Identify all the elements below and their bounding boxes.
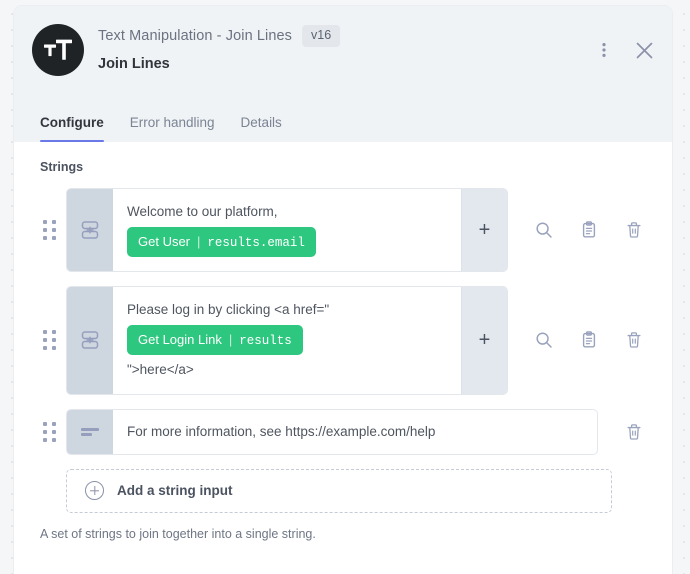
- row-actions: [508, 286, 654, 394]
- ndv-title-block: Text Manipulation - Join Lines v16 Join …: [98, 22, 341, 72]
- table-row: For more information, see https://exampl…: [32, 408, 654, 455]
- chip-node-label: Get User: [138, 234, 191, 250]
- value-text-segment: ">here</a>: [127, 362, 194, 378]
- resolved-expression-chip[interactable]: Get User | results.email: [127, 227, 316, 258]
- trash-icon[interactable]: [622, 420, 646, 444]
- row-actions: [598, 409, 654, 455]
- ndv-header-actions: [592, 38, 656, 62]
- drag-handle-icon[interactable]: [32, 286, 66, 394]
- ndv-tabs: Configure Error handling Details: [40, 115, 282, 142]
- text-manipulation-logo-icon: [32, 24, 84, 76]
- resolved-expression-chip[interactable]: Get Login Link | results: [127, 325, 303, 356]
- string-value-content[interactable]: Welcome to our platform, Get User | resu…: [113, 189, 461, 271]
- more-vertical-icon[interactable]: [592, 38, 616, 62]
- search-icon[interactable]: [532, 218, 556, 242]
- trash-icon[interactable]: [622, 328, 646, 352]
- string-input-field[interactable]: For more information, see https://exampl…: [66, 408, 598, 455]
- drag-handle-icon[interactable]: [32, 188, 66, 272]
- value-text-segment: For more information, see https://exampl…: [127, 423, 436, 439]
- ndv-panel: Text Manipulation - Join Lines v16 Join …: [14, 6, 672, 574]
- clipboard-icon[interactable]: [577, 218, 601, 242]
- add-string-input-label: Add a string input: [117, 483, 233, 499]
- search-icon[interactable]: [532, 328, 556, 352]
- table-row: Please log in by clicking <a href=" Get …: [32, 286, 654, 395]
- parameters-pane: Strings Welcome to our platform, Get: [14, 142, 672, 541]
- parameter-hint: A set of strings to join together into a…: [40, 526, 316, 541]
- text-lines-icon[interactable]: [67, 409, 113, 454]
- chip-separator: |: [228, 332, 233, 348]
- string-value-content[interactable]: For more information, see https://exampl…: [113, 410, 597, 454]
- chip-separator: |: [197, 234, 201, 250]
- drag-handle-icon[interactable]: [32, 409, 66, 455]
- clipboard-icon[interactable]: [577, 328, 601, 352]
- node-type-name: Text Manipulation - Join Lines: [98, 27, 293, 44]
- tab-error-handling[interactable]: Error handling: [129, 115, 215, 130]
- table-row: Welcome to our platform, Get User | resu…: [32, 188, 654, 273]
- expression-toggle-icon[interactable]: [67, 189, 113, 272]
- string-input-field[interactable]: Please log in by clicking <a href=" Get …: [66, 286, 508, 395]
- string-value-content[interactable]: Please log in by clicking <a href=" Get …: [113, 287, 461, 393]
- tab-configure[interactable]: Configure: [40, 115, 104, 142]
- node-name: Join Lines: [98, 55, 170, 72]
- add-string-input-row: Add a string input: [32, 468, 654, 513]
- chip-path: results: [239, 334, 292, 349]
- ndv-header: Text Manipulation - Join Lines v16 Join …: [14, 6, 672, 142]
- parameter-section-label: Strings: [40, 160, 84, 174]
- node-version-badge: v16: [302, 25, 341, 47]
- add-row-spacer: [32, 469, 66, 513]
- tab-details[interactable]: Details: [240, 115, 282, 130]
- plus-circle-icon: [85, 481, 104, 501]
- chip-path: results.email: [207, 236, 305, 251]
- string-input-field[interactable]: Welcome to our platform, Get User | resu…: [66, 188, 508, 273]
- row-actions: [508, 188, 654, 272]
- close-icon[interactable]: [632, 38, 656, 62]
- plus-icon[interactable]: +: [461, 189, 507, 272]
- add-string-input-button[interactable]: Add a string input: [66, 468, 612, 513]
- trash-icon[interactable]: [622, 218, 646, 242]
- plus-icon[interactable]: +: [461, 287, 507, 394]
- value-text-segment: Welcome to our platform,: [127, 204, 278, 219]
- chip-node-label: Get Login Link: [138, 332, 222, 348]
- value-text-segment: Please log in by clicking <a href=": [127, 302, 330, 318]
- expression-toggle-icon[interactable]: [67, 287, 113, 394]
